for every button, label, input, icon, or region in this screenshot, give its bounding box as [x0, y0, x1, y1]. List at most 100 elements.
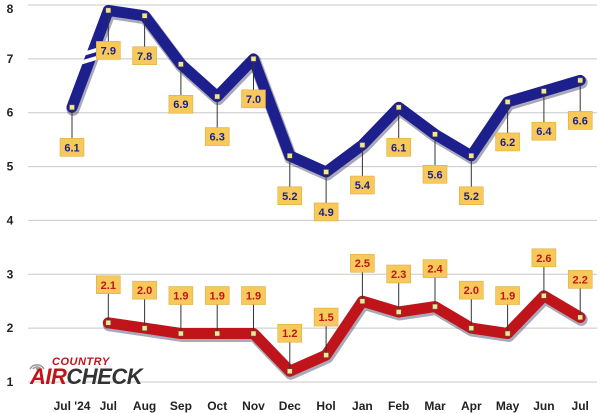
data-label: 6.4 — [536, 126, 552, 138]
x-tick-label: Feb — [388, 399, 409, 413]
y-tick-label: 2 — [7, 321, 14, 335]
data-point-marker — [577, 77, 583, 84]
data-label-box — [567, 111, 593, 130]
data-point-marker — [468, 325, 475, 331]
x-tick-label: Apr — [461, 399, 482, 413]
data-label-box — [132, 280, 157, 300]
data-label-box — [204, 286, 230, 305]
x-tick-label: Jan — [352, 399, 373, 413]
data-point-marker — [105, 320, 112, 326]
data-point-marker — [250, 330, 257, 337]
data-point-marker — [468, 153, 475, 159]
x-tick-label: Oct — [207, 399, 227, 413]
data-label: 1.5 — [318, 312, 333, 324]
x-tick-label: Jul '24 — [54, 399, 91, 413]
data-label: 6.1 — [64, 142, 79, 154]
data-label-box — [350, 175, 375, 195]
y-tick-label: 6 — [7, 106, 14, 120]
x-tick-label: Sep — [170, 399, 192, 413]
data-point-marker — [141, 13, 148, 19]
data-label-box — [277, 323, 303, 343]
data-point-marker — [178, 61, 184, 67]
x-tick-label: Nov — [242, 399, 265, 413]
data-label: 6.9 — [173, 99, 188, 111]
data-point-marker — [323, 169, 329, 175]
data-point-marker — [178, 330, 184, 337]
data-label: 7.0 — [246, 94, 261, 106]
y-tick-label: 8 — [7, 2, 14, 16]
data-label: 7.8 — [137, 51, 152, 63]
x-tick-label: Jul — [572, 399, 589, 413]
data-point-marker — [541, 293, 547, 299]
data-label: 5.4 — [355, 180, 371, 192]
data-label-box — [495, 132, 520, 152]
data-label: 2.3 — [391, 269, 406, 281]
brand-aircheck-text: AIRCHECK — [30, 364, 143, 390]
data-label-box — [96, 275, 121, 295]
x-tick-label: Jun — [533, 399, 554, 413]
data-label-box — [241, 89, 266, 109]
data-point-marker — [214, 330, 220, 337]
series-line — [102, 290, 586, 377]
x-tick-label: Aug — [133, 399, 156, 413]
data-label-box — [59, 138, 85, 157]
y-tick-label: 3 — [7, 267, 14, 281]
data-label-box — [132, 46, 157, 66]
data-label: 1.9 — [173, 291, 188, 303]
data-label: 2.0 — [137, 285, 152, 297]
data-label-box — [313, 307, 339, 327]
data-label: 5.2 — [464, 191, 479, 203]
data-point-marker — [432, 131, 438, 138]
data-label: 4.9 — [318, 207, 333, 219]
data-label-box — [386, 138, 411, 157]
data-label-box — [422, 165, 448, 184]
y-tick-label: 1 — [7, 375, 14, 389]
data-label: 2.2 — [573, 274, 588, 286]
data-label-box — [168, 286, 194, 305]
data-label: 2.1 — [101, 280, 116, 292]
data-point-marker — [504, 330, 511, 337]
brand-country-text: COUNTRY — [52, 356, 110, 368]
data-point-marker — [577, 314, 583, 321]
data-label-box — [531, 121, 557, 141]
y-tick-label: 4 — [7, 213, 14, 227]
data-label: 5.2 — [282, 191, 297, 203]
data-label: 2.6 — [536, 253, 551, 265]
data-label-box — [459, 186, 484, 206]
brand-check-text: CHECK — [66, 364, 143, 389]
data-label: 1.9 — [210, 291, 225, 303]
data-label-box — [277, 186, 303, 206]
data-label-box — [96, 41, 121, 60]
data-label: 6.3 — [210, 132, 225, 144]
data-point-marker — [432, 303, 438, 310]
data-label-box — [459, 280, 484, 300]
x-tick-label: Jul — [100, 399, 117, 413]
data-label-box — [386, 264, 411, 284]
x-tick-label: May — [496, 399, 520, 413]
data-point-marker — [141, 325, 148, 331]
data-label: 1.9 — [246, 291, 261, 303]
data-label-box — [531, 248, 557, 268]
data-label: 7.9 — [101, 45, 116, 57]
x-tick-label: Hol — [316, 399, 335, 413]
data-label: 1.2 — [282, 328, 297, 340]
data-label-box — [350, 253, 375, 273]
data-point-marker — [395, 104, 402, 111]
data-label-box — [567, 270, 593, 289]
data-point-marker — [287, 153, 293, 159]
data-label: 6.1 — [391, 142, 406, 154]
brand-air-text: AIR — [30, 364, 67, 389]
data-label-box — [495, 286, 520, 305]
y-tick-label: 5 — [7, 160, 14, 174]
data-point-marker — [69, 104, 75, 111]
data-label-box — [204, 127, 230, 146]
y-tick-label: 7 — [7, 52, 14, 66]
data-point-marker — [359, 142, 366, 148]
data-label-box — [422, 259, 448, 278]
data-label-box — [241, 286, 266, 305]
data-point-marker — [214, 93, 220, 100]
data-point-marker — [504, 99, 511, 105]
data-point-marker — [395, 309, 402, 315]
signal-icon — [29, 364, 45, 370]
